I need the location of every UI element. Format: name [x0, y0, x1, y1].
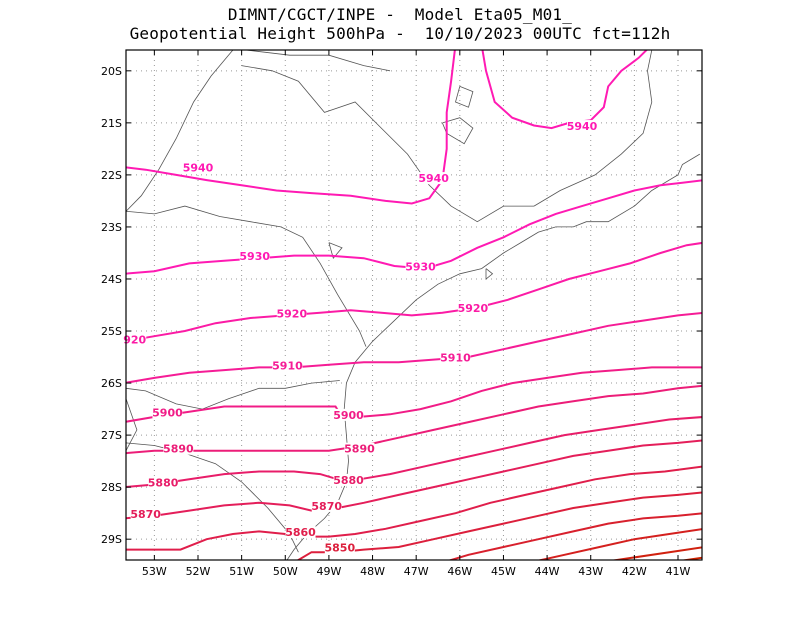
contour-label: 5850: [325, 542, 356, 555]
lon-tick-label: 43W: [578, 565, 603, 578]
contour-label-bg: [276, 307, 307, 320]
lon-tick-label: 48W: [360, 565, 385, 578]
lon-tick-label: 52W: [186, 565, 211, 578]
contour-label: 5880: [333, 474, 364, 487]
lon-tick-label: 53W: [142, 565, 167, 578]
contour-label: 5910: [440, 352, 471, 365]
lat-tick-label: 29S: [101, 533, 122, 546]
lon-tick-label: 51W: [229, 565, 254, 578]
state-border: [533, 50, 653, 207]
contour-label: 5890: [344, 443, 375, 456]
contour-5830: [536, 528, 702, 560]
contour-label-bg: [440, 351, 471, 364]
contour-label: 5910: [272, 359, 303, 372]
lake-outline: [328, 242, 343, 260]
lon-tick-label: 46W: [447, 565, 472, 578]
contour-label-bg: [405, 260, 436, 273]
contour-label: 5870: [130, 508, 161, 521]
contour-label-bg: [457, 302, 488, 315]
state-border: [245, 50, 391, 72]
contour-5870: [126, 439, 702, 520]
contour-5900: [126, 366, 702, 423]
contour-label-bg: [130, 507, 161, 520]
contour-label-bg: [272, 359, 303, 372]
state-border: [126, 380, 340, 410]
contour-label-bg: [163, 442, 194, 455]
contour-label-bg: [333, 473, 364, 486]
contour-label: 5920: [458, 302, 489, 315]
contour-5840: [447, 512, 702, 560]
contour-label: 5940: [183, 162, 214, 175]
plot-frame: [125, 49, 703, 561]
contour-5810: [679, 556, 702, 560]
contour-label-bg: [333, 408, 364, 421]
contour-lines: [126, 50, 702, 560]
lat-tick-label: 23S: [101, 221, 122, 234]
contour-label-bg: [567, 120, 597, 133]
contour-label: 5900: [333, 409, 364, 422]
contour-label: 920: [123, 333, 146, 346]
contour-5820: [610, 546, 702, 560]
lon-tick-label: 41W: [666, 565, 691, 578]
chart-title-line2: Geopotential Height 500hPa - 10/10/2023 …: [129, 24, 671, 43]
lat-tick-label: 28S: [101, 481, 122, 494]
grid-lines: [126, 50, 702, 560]
contour-label: 5860: [285, 526, 316, 539]
contour-labels: 5940 5940 5940 5930 5930 920 5920 5920 5910 5910 5…: [123, 120, 598, 555]
contour-label: 5890: [163, 443, 194, 456]
lat-tick-label: 22S: [101, 169, 122, 182]
state-border: [241, 65, 534, 223]
lon-tick-label: 45W: [491, 565, 516, 578]
contour-label-bg: [148, 476, 179, 489]
lat-tick-label: 27S: [101, 429, 122, 442]
contour-label: 5920: [277, 307, 308, 320]
contour-label: 5880: [148, 477, 179, 490]
lon-tick-label: 47W: [404, 565, 429, 578]
lat-tick-label: 20S: [101, 65, 122, 78]
contour-label-bg: [123, 333, 147, 346]
contour-5890: [126, 384, 702, 455]
chart-title-line1: DIMNT/CGCT/INPE - Model Eta05_M01_: [227, 5, 573, 24]
contour-label-bg: [324, 541, 355, 554]
axis-ticks: 53W 52W 51W 50W 49W 48W 47W 46W 45W 44W 43W 42W 41W 2…: [101, 50, 702, 578]
lat-tick-label: 21S: [101, 117, 122, 130]
contour-label: 5930: [405, 261, 436, 274]
contour-label: 5900: [152, 406, 183, 419]
contour-label-bg: [344, 442, 375, 455]
contour-5940: [126, 50, 456, 205]
contour-5860: [126, 465, 702, 551]
state-border: [126, 50, 234, 212]
contour-5910: [126, 312, 702, 384]
lon-tick-label: 50W: [273, 565, 298, 578]
contour-5930: [126, 179, 702, 275]
contour-label-bg: [285, 525, 316, 538]
contour-label-bg: [418, 172, 449, 185]
state-border: [126, 398, 138, 451]
contour-label-bg: [152, 406, 183, 419]
contour-5880: [126, 416, 702, 488]
lon-tick-label: 49W: [316, 565, 341, 578]
lon-tick-label: 42W: [622, 565, 647, 578]
lat-tick-label: 26S: [101, 377, 122, 390]
contour-5920: [126, 241, 702, 343]
contour-label: 5870: [311, 500, 342, 513]
contour-label: 5940: [567, 120, 598, 133]
contour-label-bg: [311, 499, 342, 512]
lake-outline: [455, 86, 474, 108]
contour-label: 5930: [239, 250, 270, 263]
plot-area: [126, 50, 702, 560]
contour-label-bg: [183, 161, 213, 174]
lat-tick-label: 25S: [101, 325, 122, 338]
contour-label: 5940: [418, 172, 449, 185]
contour-label-bg: [239, 250, 270, 263]
lat-tick-label: 24S: [101, 273, 122, 286]
lon-tick-label: 44W: [535, 565, 560, 578]
lake-outline: [485, 268, 494, 280]
coastline: [286, 153, 701, 560]
state-border: [126, 205, 367, 347]
